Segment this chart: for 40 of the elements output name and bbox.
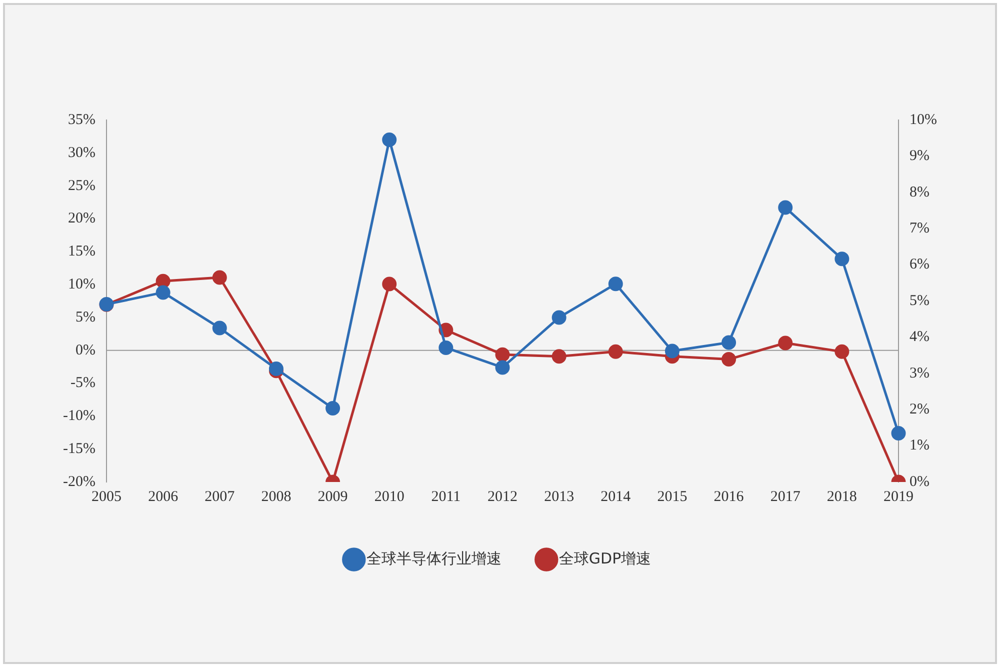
x-tick-label: 2007	[204, 488, 236, 505]
y2-tick-label: 6%	[910, 256, 930, 273]
y-tick-label: 15%	[68, 244, 96, 260]
y-tick-label: 0%	[75, 342, 96, 358]
y2-tick-label: 10%	[910, 112, 938, 128]
y2-tick-label: 9%	[910, 148, 930, 164]
y-tick-label: 25%	[68, 178, 96, 194]
x-tick-label: 2019	[884, 488, 914, 505]
y2-tick-label: 4%	[910, 329, 930, 346]
y2-tick-label: 2%	[910, 402, 930, 418]
x-tick-label: 2013	[544, 488, 574, 505]
y2-tick-label: 3%	[910, 365, 930, 382]
y-tick-label: 5%	[75, 309, 96, 326]
y2-tick-label: 5%	[910, 292, 930, 309]
y2-tick-label: 0%	[910, 474, 930, 490]
y-tick-label: 10%	[68, 276, 96, 292]
x-tick-label: 2008	[261, 488, 292, 505]
y-tick-label: 30%	[68, 144, 96, 161]
y-tick-label: -5%	[70, 375, 96, 392]
x-tick-label: 2014	[600, 488, 632, 505]
y-tick-label: -10%	[62, 408, 96, 424]
x-tick-label: 2009	[318, 488, 348, 505]
legend-label: 全球GDP增速	[558, 549, 652, 568]
y-tick-label: 20%	[68, 210, 96, 227]
y-tick-label: -15%	[62, 441, 96, 458]
y2-tick-label: 1%	[910, 438, 930, 454]
x-tick-label: 2005	[91, 488, 122, 505]
x-tick-label: 2015	[657, 488, 688, 505]
y-tick-label: 35%	[68, 112, 96, 128]
x-tick-label: 2010	[374, 488, 404, 505]
x-tick-label: 2017	[770, 488, 801, 505]
x-tick-label: 2016	[714, 488, 744, 505]
x-tick-label: 2011	[431, 488, 461, 505]
legend-label: 全球半导体行业增速	[366, 549, 502, 568]
x-tick-label: 2018	[826, 488, 857, 505]
y2-tick-label: 7%	[910, 220, 930, 237]
y2-tick-label: 8%	[910, 184, 930, 200]
y-tick-label: -20%	[62, 474, 96, 490]
x-tick-label: 2012	[488, 488, 518, 505]
x-tick-label: 2006	[148, 488, 179, 505]
